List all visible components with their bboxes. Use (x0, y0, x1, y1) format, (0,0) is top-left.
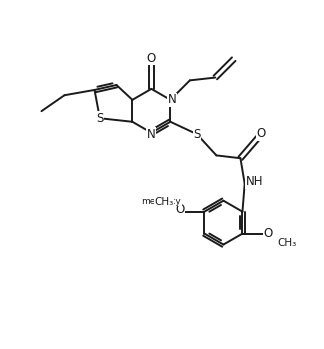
Text: O: O (256, 127, 266, 140)
Text: NH: NH (246, 176, 263, 188)
Text: CH₃: CH₃ (154, 197, 173, 207)
Text: O: O (175, 203, 184, 216)
Text: S: S (193, 128, 201, 141)
Text: O: O (264, 227, 273, 240)
Text: N: N (147, 128, 156, 141)
Text: S: S (96, 112, 104, 125)
Text: N: N (168, 93, 177, 106)
Text: CH₃: CH₃ (277, 238, 296, 248)
Text: methoxy: methoxy (141, 196, 181, 206)
Text: O: O (147, 52, 156, 65)
